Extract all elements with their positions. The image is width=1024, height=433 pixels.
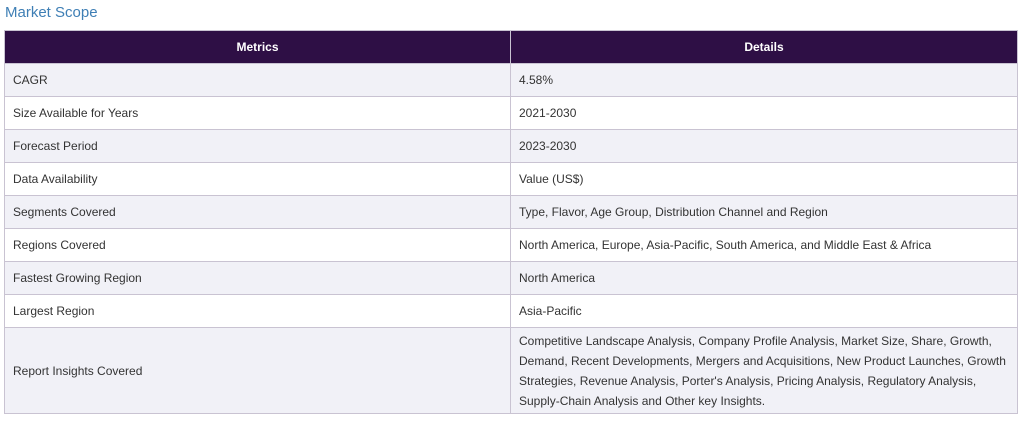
table-row: Report Insights Covered Competitive Land… <box>4 327 1018 414</box>
details-cell: Type, Flavor, Age Group, Distribution Ch… <box>510 195 1018 229</box>
metric-cell: Largest Region <box>4 294 511 328</box>
metric-cell: Segments Covered <box>4 195 511 229</box>
table-row: Fastest Growing Region North America <box>4 261 1018 295</box>
metric-cell: Fastest Growing Region <box>4 261 511 295</box>
metric-cell: Size Available for Years <box>4 96 511 130</box>
details-cell: Competitive Landscape Analysis, Company … <box>510 327 1018 414</box>
table-row: Largest Region Asia-Pacific <box>4 294 1018 328</box>
metric-cell: Data Availability <box>4 162 511 196</box>
metric-cell: Report Insights Covered <box>4 327 511 414</box>
table-row: Regions Covered North America, Europe, A… <box>4 228 1018 262</box>
table-row: Segments Covered Type, Flavor, Age Group… <box>4 195 1018 229</box>
metric-cell: Regions Covered <box>4 228 511 262</box>
column-header-details: Details <box>510 30 1018 64</box>
market-scope-table: Metrics Details CAGR 4.58% Size Availabl… <box>4 30 1018 414</box>
details-cell: North America <box>510 261 1018 295</box>
details-cell: Asia-Pacific <box>510 294 1018 328</box>
details-cell: 2021-2030 <box>510 96 1018 130</box>
metric-cell: CAGR <box>4 63 511 97</box>
table-row: Forecast Period 2023-2030 <box>4 129 1018 163</box>
details-cell: North America, Europe, Asia-Pacific, Sou… <box>510 228 1018 262</box>
details-cell: 4.58% <box>510 63 1018 97</box>
table-header-row: Metrics Details <box>4 30 1018 64</box>
details-cell: Value (US$) <box>510 162 1018 196</box>
section-title: Market Scope <box>5 4 98 21</box>
table-row: CAGR 4.58% <box>4 63 1018 97</box>
metric-cell: Forecast Period <box>4 129 511 163</box>
column-header-metrics: Metrics <box>4 30 511 64</box>
details-cell: 2023-2030 <box>510 129 1018 163</box>
table-row: Data Availability Value (US$) <box>4 162 1018 196</box>
table-row: Size Available for Years 2021-2030 <box>4 96 1018 130</box>
